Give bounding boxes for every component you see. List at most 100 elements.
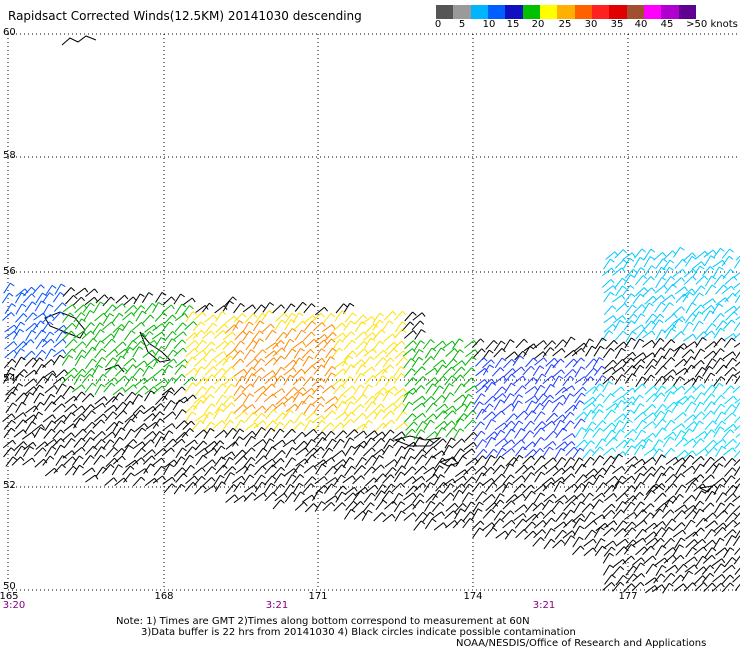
- wind-barb-staff: [262, 370, 274, 379]
- wind-barb-staff: [661, 409, 669, 421]
- wind-barb-flag: [600, 526, 605, 531]
- wind-barb-flag: [322, 437, 327, 441]
- wind-barb-staff: [361, 510, 369, 521]
- wind-barb-staff: [324, 366, 333, 377]
- wind-barb-staff: [362, 502, 371, 513]
- wind-barb-flag: [460, 374, 465, 379]
- wind-barb-staff: [715, 284, 724, 295]
- wind-barb-flag: [530, 484, 535, 490]
- wind-barb-staff: [563, 368, 574, 379]
- wind-barb-staff: [131, 457, 142, 466]
- wind-barb-staff: [294, 329, 303, 341]
- wind-barb-flag: [680, 346, 685, 351]
- wind-barb-staff: [5, 402, 14, 414]
- wind-barb-staff: [494, 483, 505, 492]
- wind-barb-staff: [275, 331, 284, 342]
- wind-barb-flag: [692, 385, 697, 390]
- scale-swatch: [557, 5, 575, 19]
- wind-barb-flag: [439, 465, 444, 469]
- wind-barb-flag: [280, 466, 286, 471]
- wind-barb-staff: [634, 429, 643, 441]
- wind-barb-staff: [583, 538, 594, 547]
- wind-barb-flag: [590, 440, 596, 445]
- wind-barb-flag: [350, 401, 355, 405]
- wind-barb-staff: [652, 439, 660, 451]
- wind-barb-staff: [455, 413, 465, 423]
- wind-barb-flag: [669, 302, 674, 307]
- wind-barb-staff: [163, 400, 172, 411]
- wind-barb-flag: [400, 510, 406, 515]
- wind-barb-staff: [683, 356, 692, 367]
- wind-barb-flag: [701, 383, 706, 389]
- wind-barb-staff: [253, 385, 264, 394]
- wind-barb-flag: [403, 356, 408, 361]
- wind-barb-flag: [50, 393, 56, 398]
- wind-barb-flag: [60, 420, 66, 425]
- wind-barb-staff: [214, 456, 223, 467]
- wind-barb-staff: [144, 477, 155, 486]
- wind-barb-flag: [240, 419, 246, 424]
- wind-barb-staff: [175, 431, 186, 441]
- wind-barb-staff: [702, 554, 713, 564]
- wind-barb-staff: [435, 364, 444, 375]
- wind-barb-staff: [283, 395, 293, 405]
- wind-barb-staff: [154, 312, 164, 322]
- wind-barb-flag: [519, 355, 525, 360]
- wind-barb-flag: [480, 430, 486, 435]
- wind-barb-staff: [594, 545, 603, 556]
- wind-barb-staff: [184, 439, 195, 448]
- wind-barb-flag: [719, 483, 725, 488]
- wind-barb-flag: [18, 382, 24, 387]
- wind-barb-flag: [321, 431, 327, 436]
- wind-barb-staff: [682, 395, 692, 405]
- wind-barb-flag: [370, 337, 376, 342]
- wind-barb-staff: [672, 544, 680, 556]
- wind-barb-staff: [712, 463, 720, 474]
- wind-barb-staff: [602, 366, 613, 375]
- wind-barb-staff: [105, 421, 115, 432]
- wind-barb-flag: [272, 329, 277, 334]
- wind-barb-flag: [363, 348, 368, 353]
- wind-barb-flag: [680, 554, 685, 560]
- wind-barb-staff: [333, 459, 344, 468]
- wind-barb-flag: [413, 421, 418, 426]
- wind-barb-staff: [393, 501, 402, 513]
- wind-barb-flag: [610, 393, 615, 398]
- wind-barb-flag: [451, 420, 456, 426]
- wind-barb-flag: [249, 330, 254, 335]
- wind-barb-flag: [398, 492, 404, 497]
- wind-barb-flag: [659, 508, 664, 513]
- wind-barb-flag: [119, 436, 124, 441]
- wind-barb-staff: [73, 391, 82, 402]
- wind-barb-flag: [100, 454, 106, 459]
- wind-barb-staff: [701, 305, 712, 314]
- wind-barb-flag: [211, 466, 217, 471]
- wind-barb-flag: [51, 446, 57, 450]
- wind-barb-flag: [340, 378, 345, 383]
- wind-barb-staff: [632, 458, 643, 467]
- wind-barb-flag: [94, 474, 99, 480]
- wind-barb-staff: [684, 401, 693, 413]
- wind-barb-flag: [244, 465, 249, 471]
- wind-barb-staff: [684, 556, 695, 565]
- wind-barb-staff: [553, 394, 564, 403]
- wind-barb-flag: [280, 375, 285, 380]
- wind-barb-staff: [34, 300, 42, 312]
- wind-barb-staff: [234, 455, 244, 465]
- wind-barb-staff: [361, 384, 369, 396]
- wind-barb-staff: [161, 447, 172, 457]
- wind-barb-staff: [394, 445, 403, 457]
- wind-barb-flag: [508, 481, 514, 486]
- wind-barb-flag: [683, 437, 688, 442]
- wind-barb-flag: [584, 439, 589, 445]
- wind-barb-flag: [181, 409, 187, 413]
- wind-barb-flag: [172, 377, 177, 382]
- wind-barb-staff: [215, 340, 226, 350]
- wind-barb-flag: [631, 445, 637, 450]
- wind-barb-flag: [667, 409, 673, 414]
- wind-barb-staff: [292, 392, 300, 403]
- wind-barb-staff: [655, 329, 663, 341]
- lon-label: 168: [154, 591, 174, 602]
- wind-barb-staff: [352, 359, 362, 369]
- wind-barb-staff: [652, 521, 663, 530]
